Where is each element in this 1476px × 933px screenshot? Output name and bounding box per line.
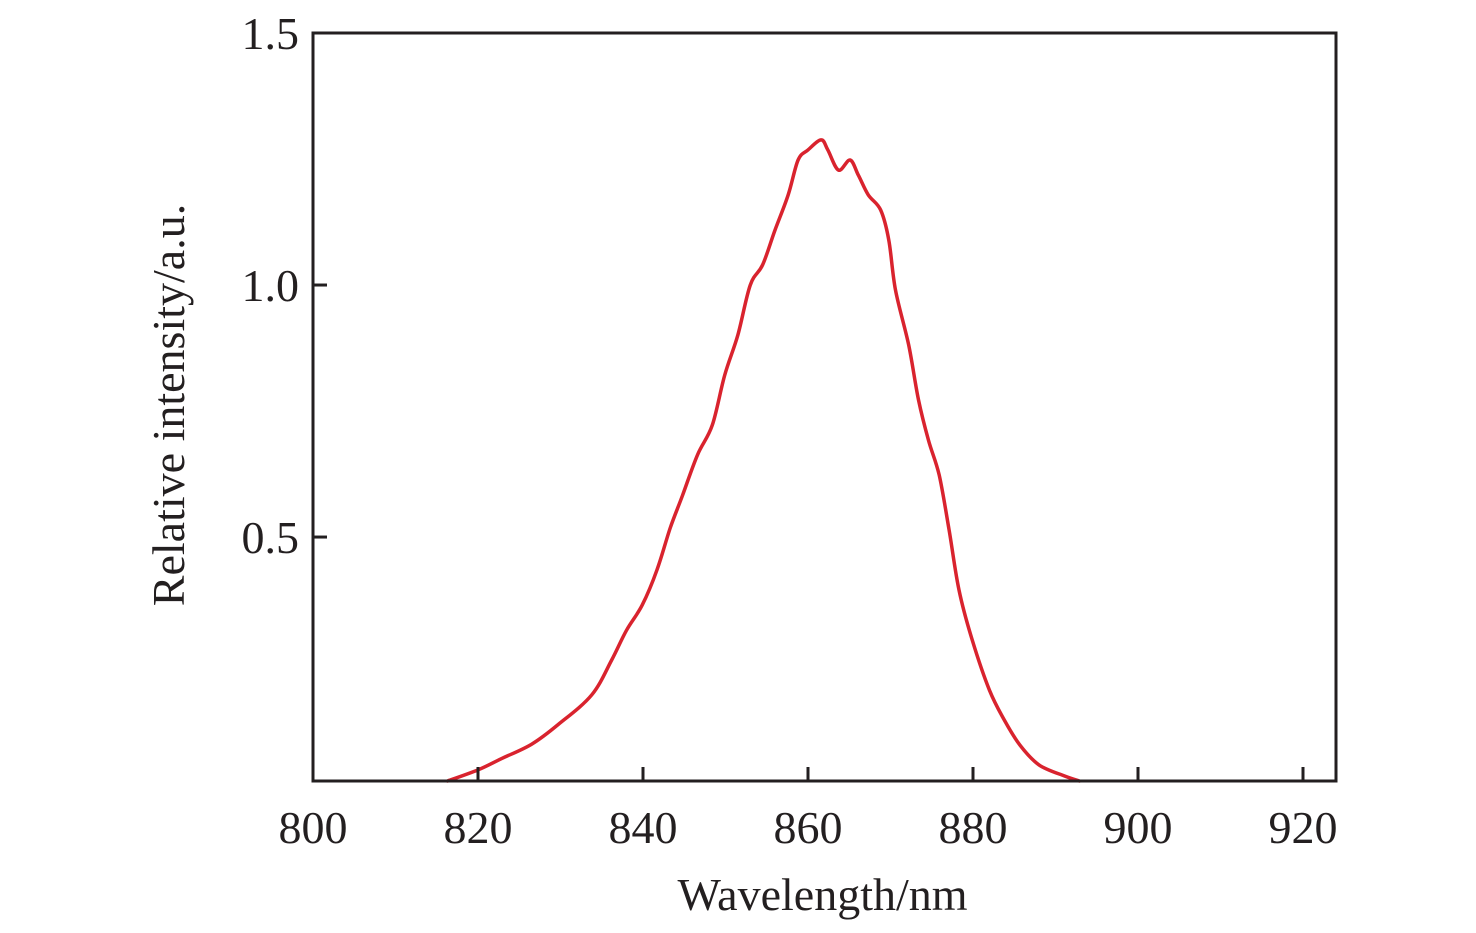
x-tick-label: 920 xyxy=(1269,802,1338,853)
x-axis-title: Wavelength/nm xyxy=(677,869,967,920)
x-tick-label: 860 xyxy=(774,802,843,853)
y-tick-label: 1.5 xyxy=(242,8,300,59)
tick-layer xyxy=(313,283,1305,781)
plot-frame xyxy=(311,31,1338,783)
x-tick-label: 820 xyxy=(444,802,513,853)
x-tick-labels: 800 820 840 860 880 900 920 xyxy=(279,802,1338,853)
x-tick-label: 900 xyxy=(1104,802,1173,853)
x-tick-label: 840 xyxy=(609,802,678,853)
y-tick-labels: 0.5 1.0 1.5 xyxy=(242,8,300,563)
x-tick-label: 880 xyxy=(939,802,1008,853)
x-tick-label: 800 xyxy=(279,802,348,853)
series-layer xyxy=(445,138,1082,783)
y-tick-label: 0.5 xyxy=(242,512,300,563)
series-line-spectrum xyxy=(445,138,1082,783)
y-tick-label: 1.0 xyxy=(242,260,300,311)
y-axis-title: Relative intensity/a.u. xyxy=(143,204,194,606)
